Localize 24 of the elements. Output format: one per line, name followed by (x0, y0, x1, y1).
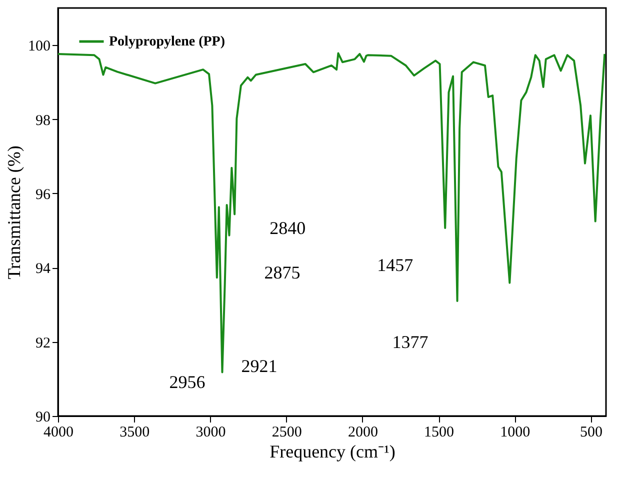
y-tick-label: 100 (28, 38, 50, 55)
annotation: 1377 (392, 332, 428, 352)
x-tick-label: 2500 (272, 424, 302, 440)
x-tick-label: 1000 (500, 424, 530, 440)
annotation: 1457 (377, 254, 414, 275)
annotation: 2921 (241, 356, 278, 376)
line-series (57, 52, 606, 374)
y-tick-label: 98 (36, 112, 50, 129)
annotation: 2840 (270, 218, 306, 238)
x-tick-label: 3000 (196, 424, 226, 440)
y-tick-label: 94 (36, 261, 51, 278)
x-tick-label: 1500 (424, 424, 454, 440)
y-tick-label: 96 (36, 186, 51, 203)
y-tick-label: 90 (36, 410, 50, 426)
annotation: 2875 (264, 262, 300, 282)
x-tick-label: 4000 (44, 424, 74, 440)
legend-label: Polypropylene (PP) (109, 34, 226, 50)
y-axis-title: Transmittance (%) (4, 146, 24, 280)
annotation: 2956 (169, 372, 206, 392)
x-tick-label: 2000 (348, 424, 378, 440)
y-tick-label: 92 (36, 335, 50, 352)
x-tick-label: 500 (580, 424, 603, 440)
x-axis-title: Frequency (cm⁻¹) (270, 442, 396, 462)
x-tick-label: 3500 (120, 424, 150, 440)
